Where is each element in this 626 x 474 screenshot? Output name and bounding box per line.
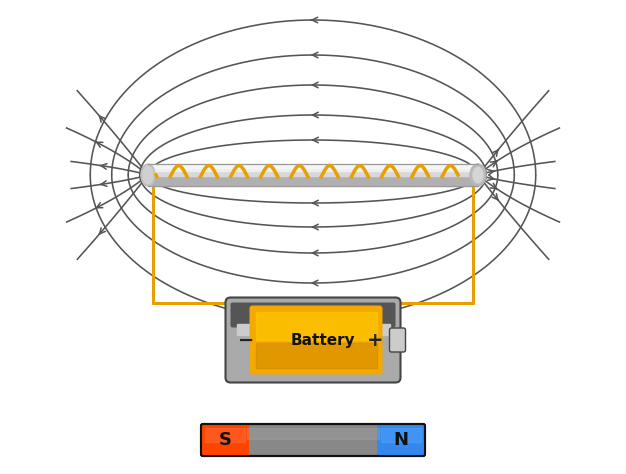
Bar (148, 176, 478, 186)
Text: −: − (239, 330, 255, 349)
FancyBboxPatch shape (250, 306, 382, 374)
Text: Battery: Battery (290, 332, 356, 347)
Text: +: + (367, 330, 384, 349)
Bar (237, 323, 389, 335)
Text: N: N (394, 431, 409, 449)
FancyBboxPatch shape (201, 424, 249, 456)
Ellipse shape (473, 167, 483, 182)
Bar (148, 166, 478, 168)
Bar (255, 343, 376, 368)
Text: S: S (218, 431, 232, 449)
Bar (148, 165, 478, 171)
Bar (381, 428, 421, 442)
FancyBboxPatch shape (225, 298, 401, 383)
Bar (255, 311, 376, 340)
FancyBboxPatch shape (230, 302, 396, 328)
Ellipse shape (470, 164, 486, 186)
Ellipse shape (143, 166, 153, 184)
Bar (148, 164, 478, 176)
FancyBboxPatch shape (377, 424, 425, 456)
Ellipse shape (141, 164, 155, 186)
FancyBboxPatch shape (201, 424, 425, 456)
FancyBboxPatch shape (389, 328, 406, 352)
Bar (247, 428, 379, 439)
Bar (205, 428, 245, 442)
